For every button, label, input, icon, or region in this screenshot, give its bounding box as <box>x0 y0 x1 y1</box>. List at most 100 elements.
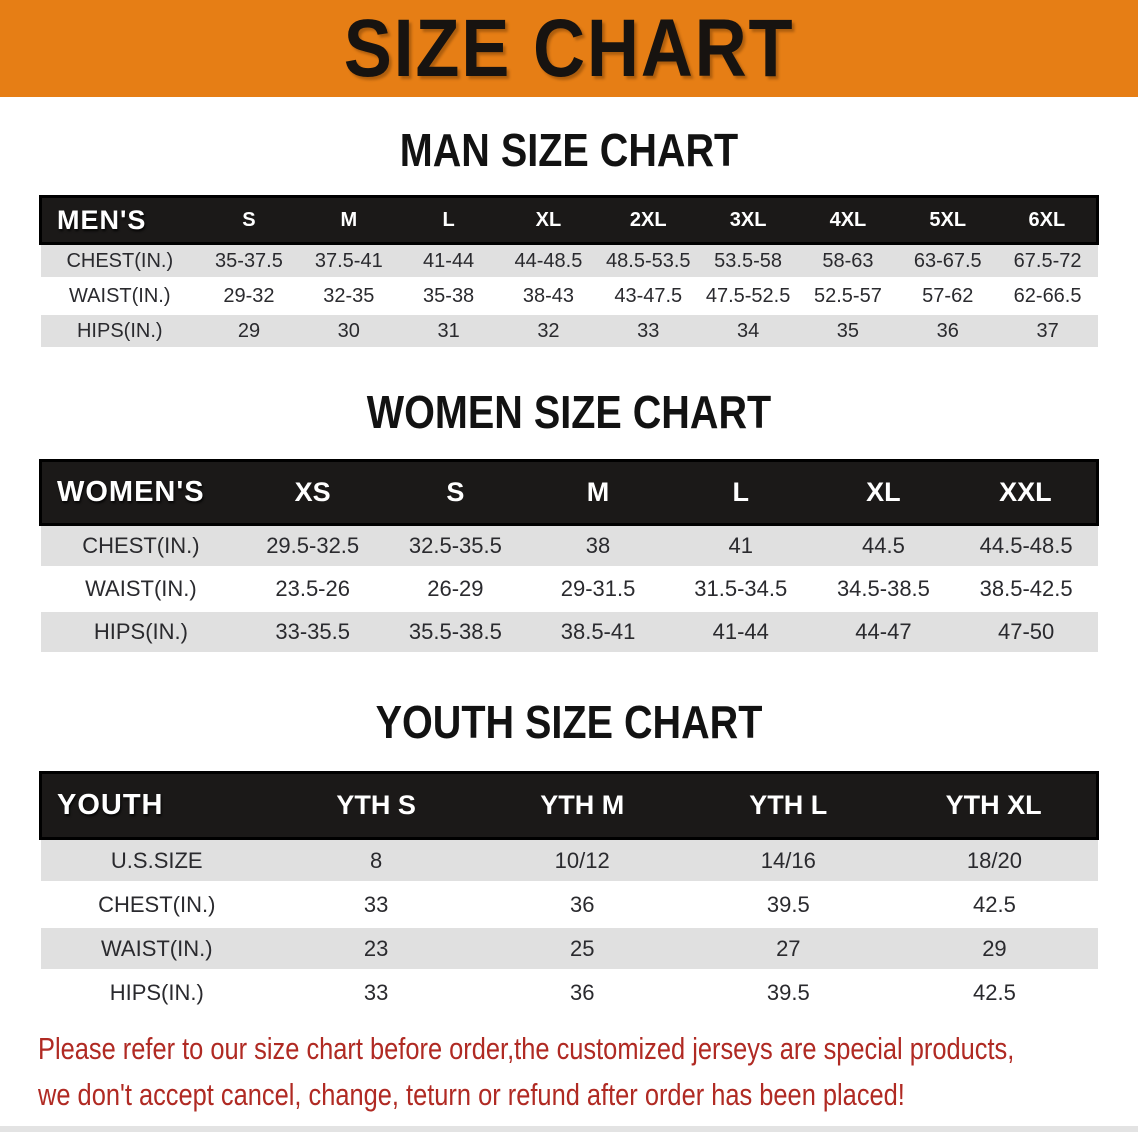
table-cell: 57-62 <box>897 278 998 315</box>
table-body-women: CHEST(IN.) 29.5-32.5 32.5-35.5 38 41 44.5 44.5… <box>40 524 1098 655</box>
table-cell: 29.5-32.5 <box>241 524 385 569</box>
table-row: WAIST(IN.) 23.5-26 26-29 29-31.5 31.5-34.5 34… <box>40 567 1098 612</box>
column-header: XXL <box>954 459 1099 526</box>
table-cell: 41 <box>669 524 813 569</box>
table-cell: 8 <box>273 838 480 884</box>
table-cell: 27 <box>685 926 892 972</box>
section-heading-men: MAN SIZE CHART <box>399 124 739 176</box>
table-cell: 36 <box>479 970 686 1016</box>
disclaimer-line-2: we don't accept cancel, change, teturn o… <box>38 1077 905 1112</box>
table-cell: 35-37.5 <box>199 243 299 280</box>
group-label-men: MEN'S <box>39 195 200 245</box>
table-cell: 44.5-48.5 <box>954 524 1098 569</box>
column-header: YTH L <box>685 771 892 840</box>
row-label: WAIST(IN.) <box>40 926 274 972</box>
table-cell: 29 <box>199 313 299 350</box>
banner: SIZE CHART <box>0 0 1138 97</box>
table-cell: 47-50 <box>954 610 1098 655</box>
table-cell: 33-35.5 <box>241 610 385 655</box>
column-header: 5XL <box>897 195 998 245</box>
row-label: CHEST(IN.) <box>40 243 200 280</box>
table-cell: 36 <box>479 882 686 928</box>
table-row: WAIST(IN.) 29-32 32-35 35-38 38-43 43-47.5 47.… <box>40 278 1098 315</box>
table-row: HIPS(IN.) 29 30 31 32 33 34 35 36 37 <box>40 313 1098 350</box>
table-cell: 31 <box>398 313 499 350</box>
table-cell: 33 <box>598 313 699 350</box>
section-heading-youth: YOUTH SIZE CHART <box>375 696 763 748</box>
table-cell: 44-48.5 <box>498 243 599 280</box>
table-head-women: WOMEN'S XS S M L XL XXL <box>39 459 1099 526</box>
table-cell: 39.5 <box>685 970 892 1016</box>
table-cell: 32.5-35.5 <box>384 524 527 569</box>
row-label: HIPS(IN.) <box>40 970 274 1016</box>
table-cell: 63-67.5 <box>897 243 998 280</box>
table-cell: 37.5-41 <box>298 243 399 280</box>
table-cell: 34.5-38.5 <box>812 567 955 612</box>
table-row: CHEST(IN.) 35-37.5 37.5-41 41-44 44-48.5 48.5… <box>40 243 1098 280</box>
table-cell: 26-29 <box>384 567 527 612</box>
table-cell: 47.5-52.5 <box>698 278 799 315</box>
row-label: HIPS(IN.) <box>40 610 242 655</box>
table-head-youth: YOUTH YTH S YTH M YTH L YTH XL <box>39 771 1100 840</box>
page-title: SIZE CHART <box>343 2 795 94</box>
table-cell: 41-44 <box>398 243 499 280</box>
table-cell: 41-44 <box>669 610 813 655</box>
table-cell: 14/16 <box>685 838 892 884</box>
column-header: 3XL <box>698 195 799 245</box>
table-cell: 38.5-42.5 <box>954 567 1098 612</box>
table-row: WAIST(IN.) 23 25 27 29 <box>40 926 1098 972</box>
column-header: 4XL <box>798 195 898 245</box>
table-cell: 58-63 <box>798 243 898 280</box>
section-women: WOMEN SIZE CHART WOMEN'S XS S M L XL XXL CHEST(I… <box>0 389 1138 655</box>
column-header: YTH M <box>479 771 686 840</box>
section-heading-women: WOMEN SIZE CHART <box>366 386 772 438</box>
column-header: XL <box>812 459 955 526</box>
row-label: CHEST(IN.) <box>40 882 274 928</box>
table-cell: 38.5-41 <box>526 610 670 655</box>
table-cell: 44-47 <box>812 610 955 655</box>
table-cell: 34 <box>698 313 799 350</box>
table-cell: 30 <box>298 313 399 350</box>
row-label: U.S.SIZE <box>40 838 274 884</box>
table-cell: 43-47.5 <box>598 278 699 315</box>
table-cell: 42.5 <box>891 882 1098 928</box>
row-label: WAIST(IN.) <box>40 567 242 612</box>
disclaimer-line-1: Please refer to our size chart before or… <box>38 1031 1015 1066</box>
table-cell: 62-66.5 <box>997 278 1098 315</box>
section-youth: YOUTH SIZE CHART YOUTH YTH S YTH M YTH L YTH … <box>0 699 1138 1016</box>
header-row: WOMEN'S XS S M L XL XXL <box>39 459 1099 526</box>
column-header: S <box>199 195 299 245</box>
size-table-men: MEN'S S M L XL 2XL 3XL 4XL 5XL 6XL CHEST(IN.) 35-37… <box>39 195 1099 350</box>
column-header: XL <box>498 195 599 245</box>
header-row: YOUTH YTH S YTH M YTH L YTH XL <box>39 771 1100 840</box>
table-cell: 37 <box>997 313 1098 350</box>
table-cell: 38-43 <box>498 278 599 315</box>
table-body-youth: U.S.SIZE 8 10/12 14/16 18/20 CHEST(IN.) 33 36 39… <box>40 838 1098 1016</box>
column-header: XS <box>241 459 385 526</box>
table-cell: 36 <box>897 313 998 350</box>
table-cell: 31.5-34.5 <box>669 567 813 612</box>
table-cell: 67.5-72 <box>997 243 1098 280</box>
column-header: L <box>398 195 499 245</box>
table-cell: 35.5-38.5 <box>384 610 527 655</box>
size-table-women: WOMEN'S XS S M L XL XXL CHEST(IN.) 29.5-32.5 32.5… <box>39 459 1099 655</box>
table-cell: 32-35 <box>298 278 399 315</box>
table-cell: 18/20 <box>891 838 1098 884</box>
table-cell: 25 <box>479 926 686 972</box>
column-header: S <box>384 459 527 526</box>
row-label: WAIST(IN.) <box>40 278 200 315</box>
column-header: M <box>526 459 670 526</box>
table-cell: 38 <box>526 524 670 569</box>
table-cell: 29 <box>891 926 1098 972</box>
table-row: HIPS(IN.) 33 36 39.5 42.5 <box>40 970 1098 1016</box>
table-body-men: CHEST(IN.) 35-37.5 37.5-41 41-44 44-48.5 48.5… <box>40 243 1098 350</box>
table-cell: 44.5 <box>812 524 955 569</box>
table-row: HIPS(IN.) 33-35.5 35.5-38.5 38.5-41 41-44 44-… <box>40 610 1098 655</box>
row-label: CHEST(IN.) <box>40 524 242 569</box>
column-header: L <box>669 459 813 526</box>
group-label-youth: YOUTH <box>39 771 274 840</box>
size-table-youth: YOUTH YTH S YTH M YTH L YTH XL U.S.SIZE 8 10/12… <box>39 771 1100 1016</box>
table-row: U.S.SIZE 8 10/12 14/16 18/20 <box>40 838 1098 884</box>
table-cell: 48.5-53.5 <box>598 243 699 280</box>
